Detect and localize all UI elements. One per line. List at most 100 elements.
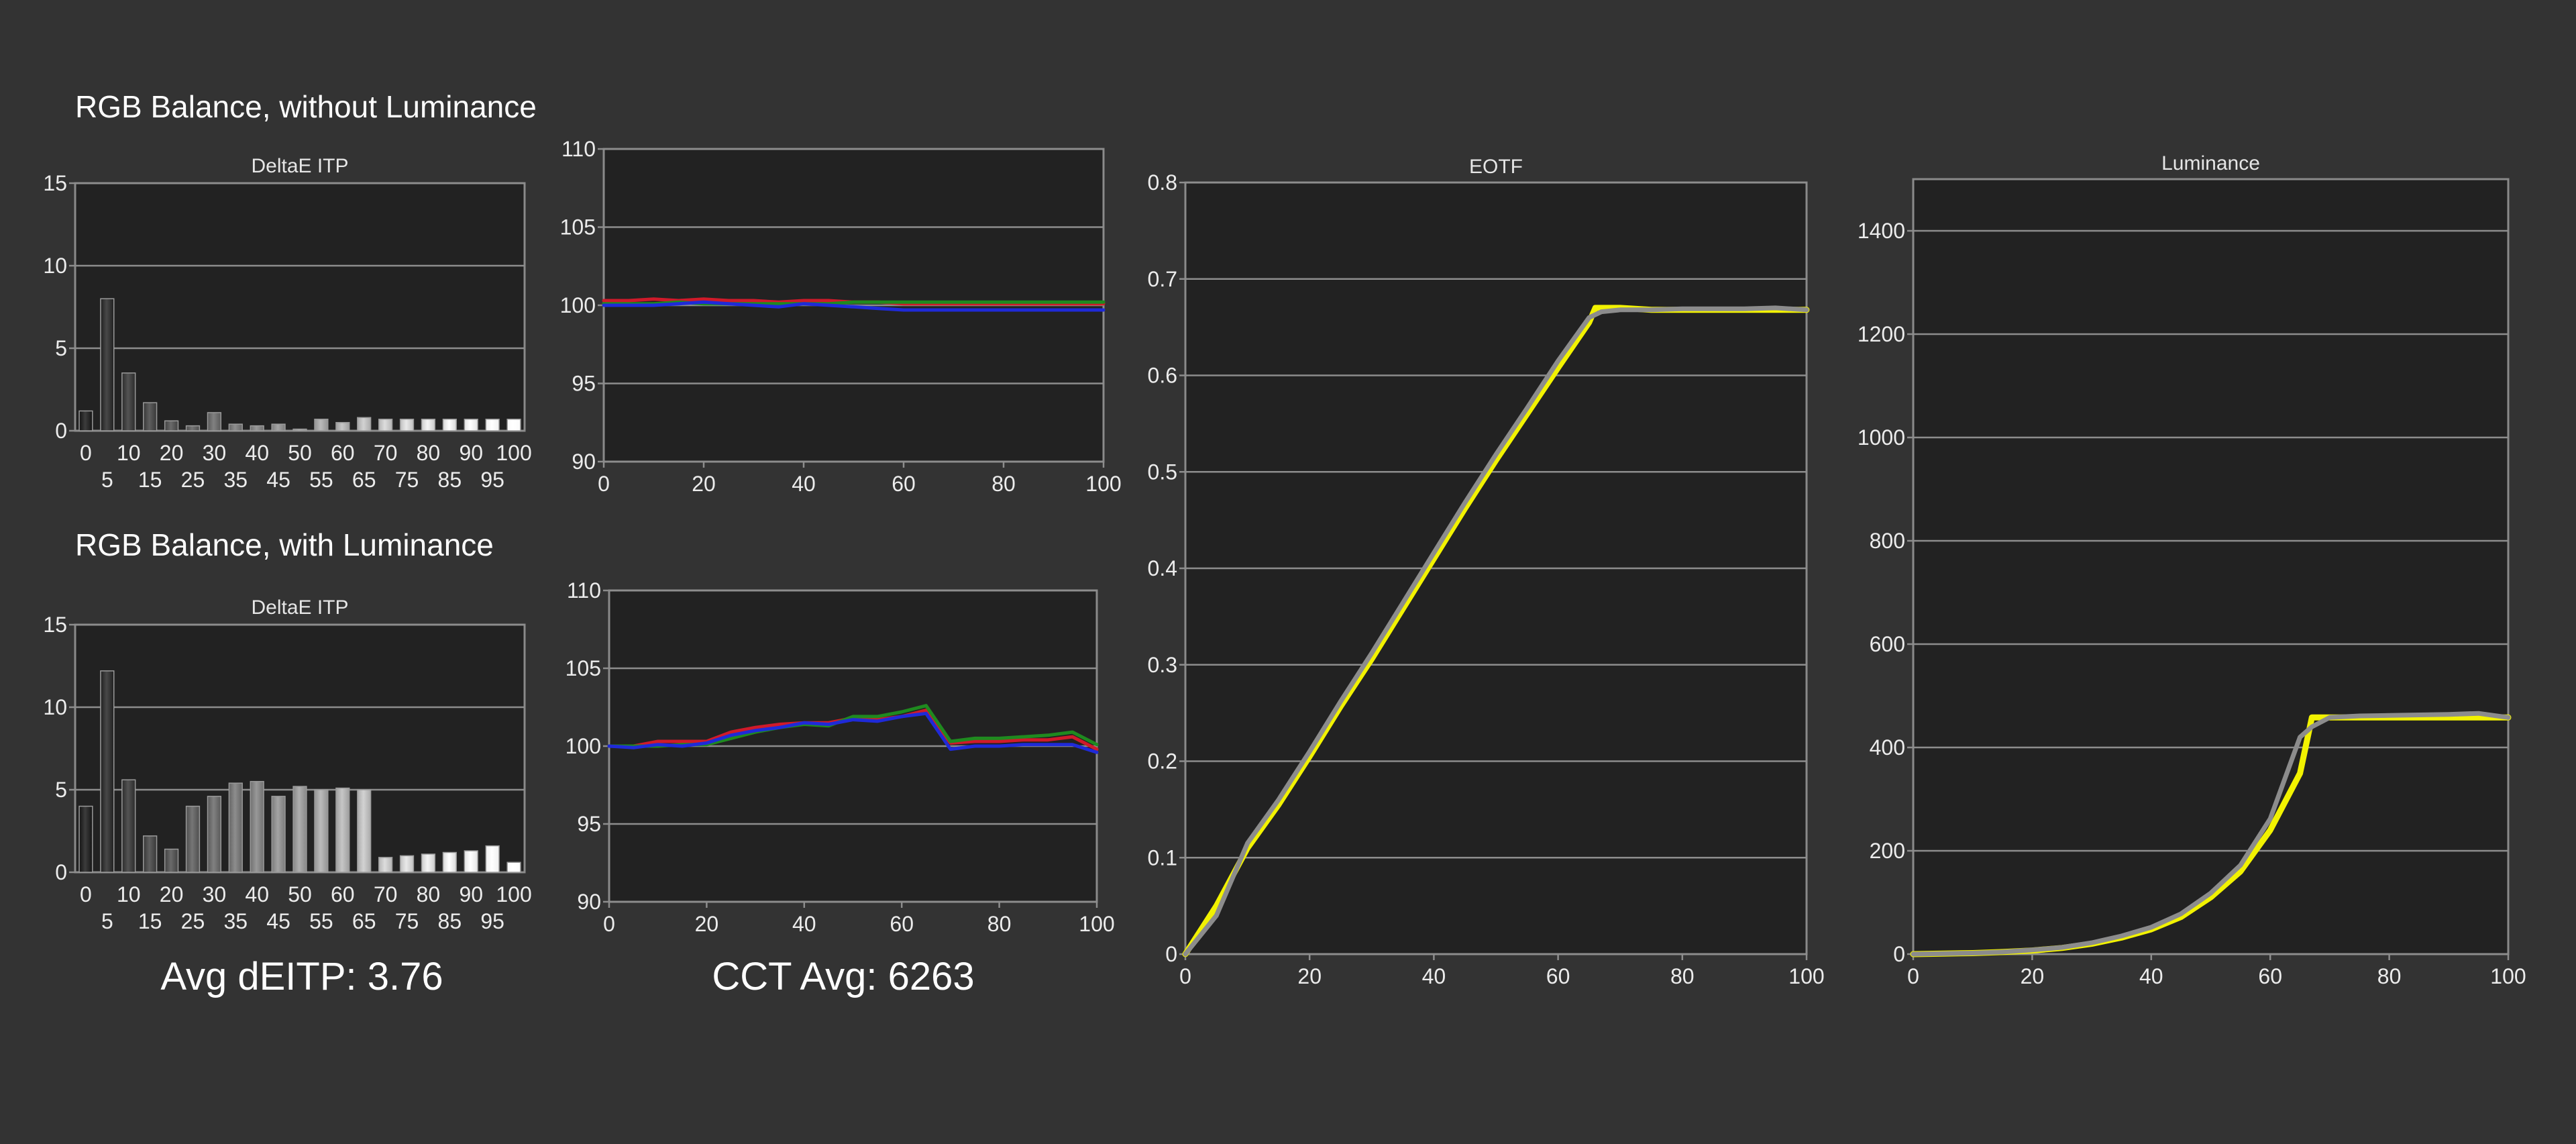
x-tick-label: 100 (2490, 964, 2526, 988)
y-tick-label: 95 (577, 812, 601, 836)
x-tick-label: 60 (331, 441, 355, 465)
x-tick-label: 80 (1670, 964, 1695, 988)
bar-80 (421, 853, 436, 873)
x-tick-label: 85 (438, 468, 462, 492)
x-tick-label: 60 (2258, 964, 2282, 988)
bar-15 (143, 402, 158, 431)
x-tick-label: 90 (459, 441, 483, 465)
bar-100 (506, 419, 521, 431)
x-tick-label: 20 (692, 472, 716, 496)
x-tick-label: 90 (459, 882, 483, 906)
series-line-2 (607, 711, 1099, 754)
bar-40 (250, 780, 264, 873)
bar-15 (143, 835, 158, 873)
x-tick-label: 40 (792, 912, 816, 936)
y-tick-label: 200 (1870, 839, 1905, 863)
y-tick-label: 0.3 (1148, 653, 1177, 677)
chart-title: Luminance (2161, 152, 2260, 174)
bar-50 (292, 786, 307, 873)
y-tick-label: 0 (55, 860, 67, 884)
y-tick-label: 10 (43, 254, 67, 278)
bar-75 (399, 419, 415, 431)
y-tick-label: 15 (43, 613, 67, 637)
chart-title: EOTF (1469, 156, 1523, 178)
x-tick-label: 80 (987, 912, 1012, 936)
y-tick-label: 0.4 (1148, 556, 1177, 580)
x-tick-label: 95 (480, 909, 504, 933)
y-tick-label: 95 (572, 372, 596, 396)
x-tick-label: 40 (792, 472, 816, 496)
x-tick-label: 10 (117, 441, 141, 465)
x-tick-label: 60 (890, 912, 914, 936)
y-tick-label: 1000 (1858, 425, 1905, 450)
series-line-2 (602, 300, 1106, 312)
bar-100 (506, 862, 521, 873)
x-tick-label: 70 (374, 882, 398, 906)
x-tick-label: 25 (181, 468, 205, 492)
x-tick-label: 0 (1179, 964, 1191, 988)
bar-70 (378, 419, 393, 431)
heading-without-luminance: RGB Balance, without Luminance (75, 89, 537, 124)
y-tick-label: 0.2 (1148, 749, 1177, 774)
x-tick-label: 30 (203, 441, 227, 465)
plot-area (1912, 178, 2510, 955)
bar-45 (271, 796, 286, 873)
x-tick-label: 0 (598, 472, 610, 496)
bar-95 (485, 845, 500, 873)
bar-20 (164, 420, 179, 431)
eotf-chart: EOTF 0 0.1 0.2 0.3 0.4 0.5 0.6 0.7 0.8 0 20 40 60 80 10… (1148, 156, 1825, 988)
bar-30 (207, 412, 222, 431)
bar-50 (292, 428, 307, 431)
y-tick-label: 1400 (1858, 219, 1905, 243)
x-tick-label: 40 (245, 441, 269, 465)
x-tick-label: 20 (2021, 964, 2045, 988)
luminance-chart: Luminance 0 200 400 600 800 1000 1200 1400 0 20 40 6… (1858, 152, 2526, 988)
x-tick-label: 20 (160, 882, 184, 906)
rgb-balance-without-chart: 90 95 100 105 110 0 20 40 60 80 100 (560, 137, 1122, 496)
y-tick-label: 1200 (1858, 322, 1905, 346)
x-tick-label: 30 (203, 882, 227, 906)
bar-65 (357, 417, 372, 431)
x-tick-label: 40 (2139, 964, 2163, 988)
bar-60 (335, 787, 350, 873)
bar-0 (78, 805, 93, 873)
heading-with-luminance: RGB Balance, with Luminance (75, 527, 494, 562)
x-tick-label: 85 (438, 909, 462, 933)
bar-75 (399, 855, 415, 873)
x-tick-label: 95 (480, 468, 504, 492)
y-tick-label: 105 (566, 656, 601, 680)
deitp-with-chart: DeltaE ITP051015051015202530354045505560… (43, 596, 531, 933)
bar-20 (164, 848, 179, 873)
y-tick-label: 90 (577, 890, 601, 914)
bar-30 (207, 796, 222, 873)
chart-title: DeltaE ITP (251, 596, 348, 619)
x-tick-label: 0 (80, 882, 92, 906)
y-tick-label: 100 (560, 293, 596, 317)
x-tick-label: 40 (1422, 964, 1446, 988)
rgb-balance-with-chart: 90 95 100 105 110 0 20 40 60 80 100 (566, 578, 1115, 936)
x-tick-label: 55 (309, 909, 333, 933)
y-tick-label: 110 (567, 578, 601, 603)
x-tick-label: 80 (991, 472, 1016, 496)
bar-5 (100, 298, 115, 431)
bar-60 (335, 421, 350, 431)
x-tick-label: 15 (138, 468, 162, 492)
series-line-1 (1183, 305, 1809, 957)
bar-55 (314, 419, 329, 431)
bar-70 (378, 857, 393, 873)
x-tick-label: 10 (117, 882, 141, 906)
x-tick-label: 20 (160, 441, 184, 465)
bar-95 (485, 419, 500, 431)
cct-avg-summary: CCT Avg: 6263 (712, 955, 974, 998)
x-tick-label: 100 (1788, 964, 1824, 988)
y-tick-label: 90 (572, 450, 596, 474)
x-tick-label: 35 (223, 909, 248, 933)
x-tick-label: 45 (266, 468, 290, 492)
bar-10 (121, 372, 136, 431)
bar-55 (314, 789, 329, 873)
deitp-without-chart: DeltaE ITP051015051015202530354045505560… (43, 155, 531, 492)
bar-45 (271, 423, 286, 431)
bar-90 (464, 419, 478, 431)
x-tick-label: 100 (1085, 472, 1121, 496)
x-tick-label: 75 (395, 909, 419, 933)
